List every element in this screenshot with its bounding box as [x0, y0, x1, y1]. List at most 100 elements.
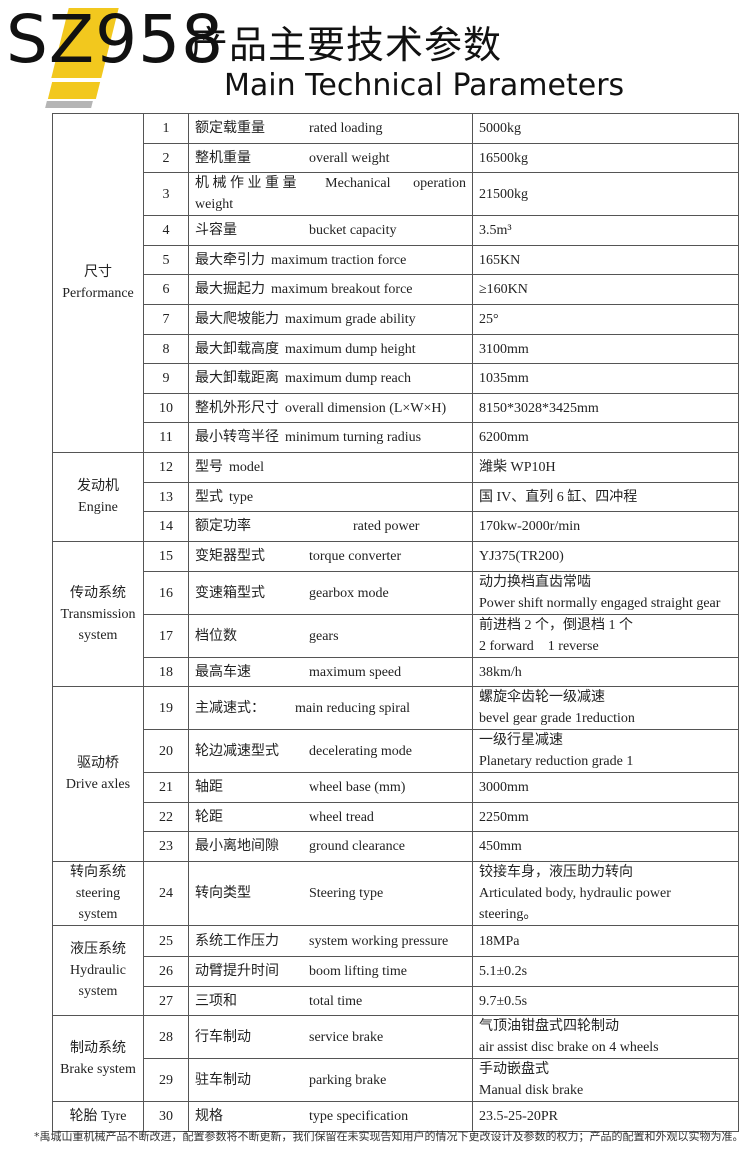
row-number: 24 — [143, 861, 189, 926]
parameter-value: 气顶油钳盘式四轮制动 air assist disc brake on 4 whe… — [472, 1015, 739, 1059]
value-line: Manual disk brake — [479, 1083, 584, 1098]
row-number: 2 — [143, 143, 189, 173]
table-row: 传动系统 Transmission system 15 变矩器型式 torque con… — [52, 541, 739, 687]
spec-table: 尺寸 Performance 1 额定载重量 rated loading 5000kg 2 整… — [52, 113, 739, 1132]
row-number: 19 — [143, 686, 189, 730]
parameter-value: 16500kg — [472, 143, 739, 173]
parameter-name: 轮边减速型式 decelerating mode — [188, 729, 473, 773]
group-label: 驱动桥 Drive axles — [52, 686, 144, 862]
value-line: 手动嵌盘式 — [479, 1062, 549, 1077]
parameter-name-cn: 系统工作压力 — [195, 933, 279, 949]
parameter-value: 6200mm — [472, 422, 739, 453]
parameter-name-cn: 动臂提升时间 — [195, 964, 279, 979]
parameter-value: 3000mm — [472, 772, 739, 803]
row-number: 10 — [143, 393, 189, 423]
parameter-value: 38km/h — [472, 657, 739, 687]
parameter-name-en: type specification — [309, 1109, 409, 1124]
parameter-name-cn: 最大掘起力 — [195, 282, 265, 297]
value-line: 23.5-25-20PR — [479, 1109, 558, 1124]
parameter-name-en: overall dimension (L×W×H) — [285, 400, 447, 416]
parameter-name-en: main reducing spiral — [295, 700, 411, 716]
group-label-cn: 驱动桥 — [77, 756, 119, 771]
parameter-name-cn: 变速箱型式 — [195, 585, 265, 601]
row-number: 25 — [143, 925, 189, 957]
parameter-name: 额定功率 rated power — [188, 511, 473, 542]
row-number: 7 — [143, 304, 189, 335]
group-label: 转向系统 steering system — [52, 861, 144, 926]
parameter-name: 整机重量 overall weight — [188, 143, 473, 173]
table-row: 23 最小离地间隙 ground clearance 450mm — [53, 831, 739, 862]
row-number: 14 — [143, 511, 189, 542]
table-row: 转向系统 steering system 24 转向类型 Steering type 铰接… — [52, 861, 739, 926]
table-row: 5 最大牵引力 maximum traction force 165KN — [53, 245, 739, 275]
table-row: 10 整机外形尺寸 overall dimension (L×W×H) 8150*30… — [53, 393, 739, 423]
parameter-name-cn: 斗容量 — [195, 223, 237, 238]
table-row: 轮胎 Tyre 30 规格 type specification 23.5-25-20P… — [52, 1101, 739, 1132]
group-label: 尺寸 Performance — [52, 113, 144, 453]
value-line: 一级行星减速 — [479, 733, 563, 748]
value-line: 3100mm — [479, 341, 529, 357]
value-line: 38km/h — [479, 664, 522, 680]
group-label-cn: 转向系统 — [70, 865, 126, 880]
group-label-cn: 尺寸 — [84, 265, 112, 280]
parameter-name-cn: 整机重量 — [195, 150, 251, 166]
parameter-name-en: torque converter — [309, 549, 402, 564]
parameter-value: 一级行星减速 Planetary reduction grade 1 — [472, 729, 739, 773]
value-line: 前进档 2 个，倒退档 1 个 — [479, 618, 633, 633]
parameter-value: 铰接车身，液压助力转向 Articulated body, hydraulic p… — [472, 861, 739, 926]
parameter-name-en: rated loading — [309, 121, 383, 136]
parameter-name: 额定载重量 rated loading — [188, 113, 473, 144]
parameter-name-cn: 规格 — [195, 1109, 223, 1124]
parameter-name: 驻车制动 parking brake — [188, 1058, 473, 1102]
logo-gray-bar — [45, 101, 93, 108]
value-line: 25° — [479, 312, 499, 327]
parameter-name-en: model — [229, 460, 264, 475]
group-label-en: Drive axles — [65, 777, 131, 792]
table-row: 6 最大掘起力 maximum breakout force ≥160KN — [53, 274, 739, 305]
parameter-name: 主减速式： main reducing spiral — [188, 686, 473, 730]
group-label-en: Performance — [62, 286, 134, 301]
parameter-value: 21500kg — [472, 172, 739, 216]
group-label-cn: 轮胎 — [69, 1109, 98, 1124]
parameter-name-en: parking brake — [309, 1072, 387, 1088]
value-line: 气顶油钳盘式四轮制动 — [479, 1019, 619, 1034]
parameter-name-en: service brake — [309, 1029, 384, 1045]
parameter-name-cn: 三项和 — [195, 993, 237, 1009]
parameter-name-cn: 转向类型 — [195, 886, 251, 901]
parameter-name: 变矩器型式 torque converter — [188, 541, 473, 572]
parameter-name: 机 械 作 业 重 量 Mechanical operation weight — [188, 172, 473, 216]
value-line: 3000mm — [479, 780, 529, 795]
parameter-value: 170kw-2000r/min — [472, 511, 739, 542]
parameter-name-en: wheel base (mm) — [309, 780, 406, 795]
row-number: 27 — [143, 986, 189, 1016]
table-row: 8 最大卸载高度 maximum dump height 3100mm — [53, 334, 739, 364]
parameter-name: 档位数 gears — [188, 614, 473, 658]
parameter-name-en: ground clearance — [309, 839, 405, 854]
value-line: 8150*3028*3425mm — [479, 400, 599, 416]
value-line: 2 forward 1 reverse — [479, 639, 599, 654]
group-label-en: steering system — [75, 886, 121, 922]
row-number: 15 — [143, 541, 189, 572]
value-line: YJ375(TR200) — [479, 549, 564, 564]
value-line: 165KN — [479, 252, 521, 268]
value-line: 450mm — [479, 839, 522, 854]
table-row: 2 整机重量 overall weight 16500kg — [53, 143, 739, 173]
parameter-name-cn: 额定载重量 — [195, 121, 265, 136]
table-row: 20 轮边减速型式 decelerating mode 一级行星减速 Planetary… — [53, 729, 739, 773]
table-row: 11 最小转弯半径 minimum turning radius 6200mm — [53, 422, 739, 453]
group-label: 发动机 Engine — [52, 452, 144, 542]
page-title-cn: 产品主要技术参数 — [190, 23, 503, 67]
parameter-name: 最大掘起力 maximum breakout force — [188, 274, 473, 305]
table-row: 29 驻车制动 parking brake 手动嵌盘式 Manual disk brak… — [53, 1058, 739, 1102]
parameter-name-en: type — [229, 489, 254, 505]
value-line: 18MPa — [479, 933, 520, 949]
parameter-name-cn: 最高车速 — [195, 664, 251, 680]
parameter-name: 系统工作压力 system working pressure — [188, 925, 473, 957]
parameter-name: 型号 model — [188, 452, 473, 483]
parameter-name: 轴距 wheel base (mm) — [188, 772, 473, 803]
parameter-value: ≥160KN — [472, 274, 739, 305]
parameter-name: 三项和 total time — [188, 986, 473, 1016]
parameter-name-en: Mechanical operation weight — [195, 176, 467, 212]
parameter-name-en: Steering type — [309, 886, 384, 901]
row-number: 6 — [143, 274, 189, 305]
